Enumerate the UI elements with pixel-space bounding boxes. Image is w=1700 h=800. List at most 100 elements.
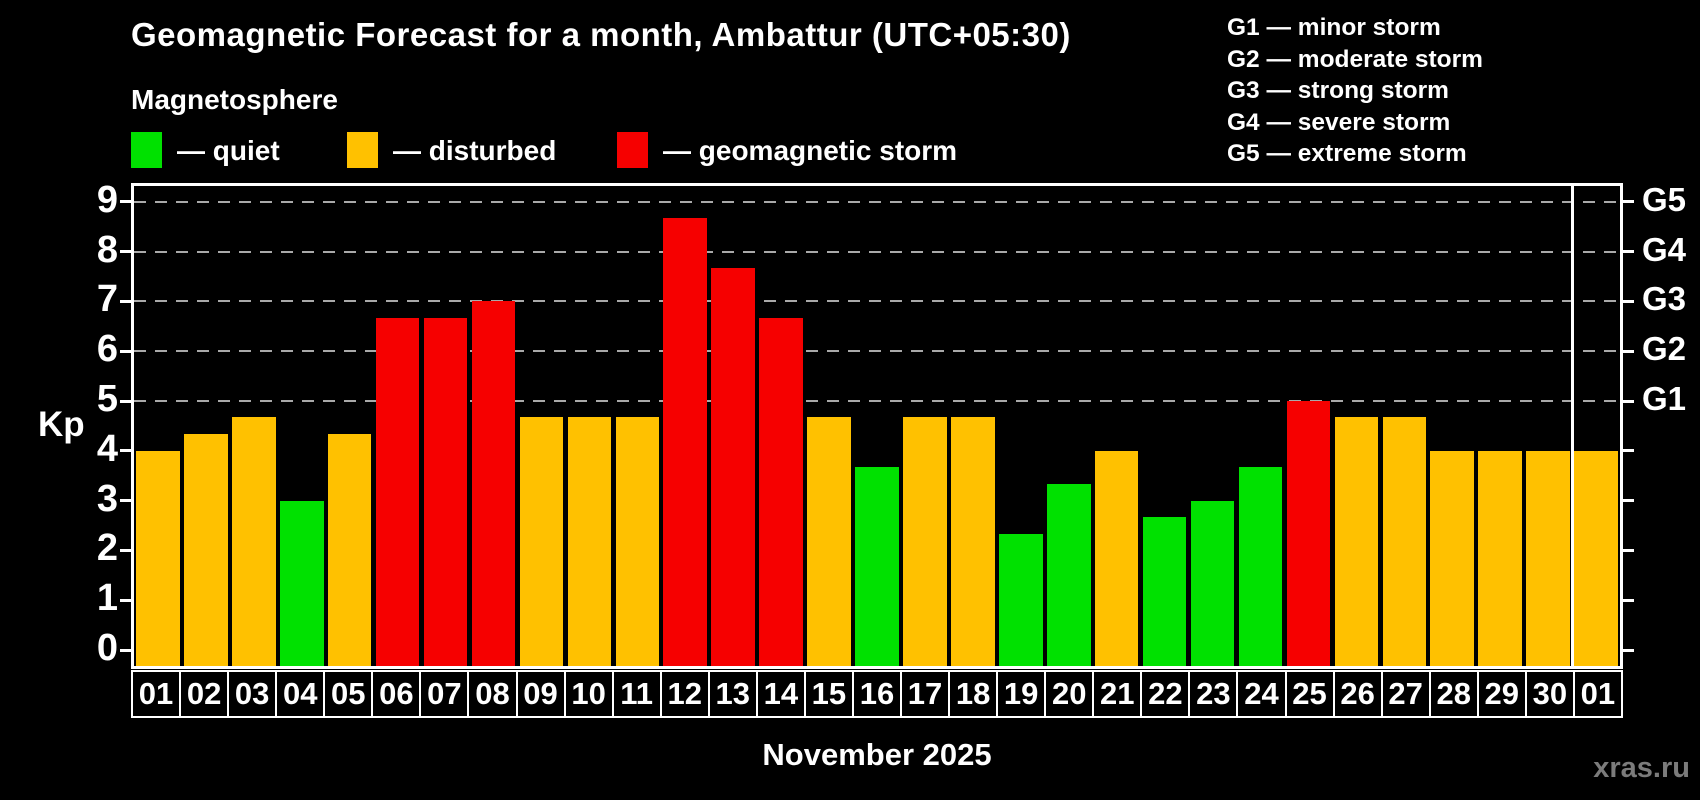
x-axis-date-row: 01 02 03 04 05 06 07 08 09 10 11 12 13 14 15 16 17 18 19 20…	[131, 670, 1623, 718]
kp-bar-day-24	[1238, 467, 1283, 666]
storm-scale-g4: G4 — severe storm	[1227, 108, 1451, 136]
date-cell-01: 01	[133, 672, 182, 716]
date-cell-16: 16	[853, 672, 902, 716]
storm-color-swatch	[617, 132, 648, 168]
kp-bar-day-10	[567, 417, 612, 666]
kp-bar-day-22	[1142, 517, 1187, 666]
kp-bar-day-09	[519, 417, 564, 666]
kp-bar-day-05	[327, 434, 372, 666]
date-cell-24: 24	[1238, 672, 1287, 716]
y-tick-label-9: 9	[96, 178, 118, 221]
y-tick-label-1: 1	[96, 577, 118, 620]
right-axis-label-g5: G5	[1642, 180, 1687, 218]
chart-subtitle: Magnetosphere	[131, 84, 338, 115]
legend-label-disturbed: — disturbed	[393, 135, 557, 166]
kp-bar-day-12	[663, 218, 708, 666]
storm-scale-g1: G1 — minor storm	[1227, 14, 1441, 41]
kp-bar-day-01	[1574, 450, 1618, 666]
y-tick-left-3	[120, 499, 131, 503]
date-cell-01: 01	[1574, 672, 1621, 716]
y-tick-right-9	[1623, 200, 1634, 204]
legend-label-quiet: — quiet	[177, 135, 280, 166]
date-cell-23: 23	[1190, 672, 1239, 716]
y-tick-right-6	[1623, 349, 1634, 353]
date-cell-10: 10	[565, 672, 614, 716]
y-tick-right-2	[1623, 548, 1634, 552]
kp-bar-day-30	[1526, 450, 1570, 666]
kp-bar-day-08	[471, 301, 516, 666]
date-cell-11: 11	[613, 672, 662, 716]
kp-bar-day-29	[1478, 450, 1522, 666]
gridline-g5	[134, 200, 1620, 203]
gridline-g2	[134, 350, 1620, 353]
storm-scale-legend: G1 — minor storm G2 — moderate storm G3 …	[1227, 12, 1483, 170]
y-tick-left-5	[120, 399, 131, 403]
kp-bar-day-28	[1430, 450, 1474, 666]
right-axis-label-g3: G3	[1642, 280, 1687, 318]
kp-bar-day-15	[807, 417, 851, 666]
kp-bar-day-04	[280, 500, 324, 666]
right-axis-label-g1: G1	[1642, 380, 1687, 417]
kp-bar-day-13	[711, 268, 755, 666]
storm-scale-g2: G2 — moderate storm	[1227, 45, 1483, 73]
storm-scale-g3: G3 — strong storm	[1227, 77, 1449, 105]
kp-bar-day-27	[1382, 417, 1427, 666]
kp-bar-day-14	[759, 317, 803, 666]
kp-bar-day-01	[136, 450, 180, 666]
y-tick-label-4: 4	[96, 427, 118, 470]
kp-bar-day-11	[615, 417, 660, 666]
y-tick-right-0	[1623, 648, 1634, 652]
kp-bar-day-23	[1190, 500, 1235, 666]
right-axis-label-g2: G2	[1642, 330, 1687, 368]
kp-bar-day-19	[999, 533, 1043, 666]
y-tick-left-7	[120, 299, 131, 303]
date-cell-06: 06	[373, 672, 422, 716]
date-cell-27: 27	[1382, 672, 1431, 716]
watermark: xras.ru	[1593, 752, 1690, 784]
y-tick-left-2	[120, 548, 131, 552]
y-tick-right-7	[1623, 299, 1634, 303]
date-cell-12: 12	[661, 672, 710, 716]
date-cell-21: 21	[1094, 672, 1143, 716]
y-tick-left-9	[120, 200, 131, 204]
kp-bar-day-17	[903, 417, 947, 666]
date-cell-19: 19	[998, 672, 1047, 716]
kp-bar-day-26	[1334, 417, 1379, 666]
y-tick-label-6: 6	[96, 328, 118, 371]
kp-bar-day-07	[423, 317, 468, 666]
date-cell-09: 09	[517, 672, 566, 716]
date-cell-22: 22	[1142, 672, 1191, 716]
date-cell-20: 20	[1046, 672, 1095, 716]
x-axis-month-label: November 2025	[762, 737, 992, 772]
gridline-g1	[134, 400, 1620, 402]
date-cell-18: 18	[950, 672, 999, 716]
date-cell-15: 15	[805, 672, 854, 716]
y-tick-left-1	[120, 598, 131, 602]
y-tick-left-0	[120, 648, 131, 652]
chart-title: Geomagnetic Forecast for a month, Ambatt…	[131, 16, 1071, 53]
date-cell-28: 28	[1430, 672, 1479, 716]
date-cell-26: 26	[1334, 672, 1383, 716]
kp-bar-day-03	[232, 417, 276, 666]
y-tick-label-7: 7	[96, 278, 118, 321]
disturbed-color-swatch	[347, 132, 378, 168]
y-tick-left-8	[120, 250, 131, 254]
kp-bar-day-21	[1094, 450, 1139, 666]
kp-bar-day-06	[375, 317, 420, 666]
storm-scale-g5: G5 — extreme storm	[1227, 140, 1467, 168]
y-tick-right-5	[1623, 399, 1634, 403]
y-tick-right-3	[1623, 499, 1634, 503]
y-tick-right-4	[1623, 449, 1634, 453]
date-cell-30: 30	[1526, 672, 1575, 716]
y-tick-left-4	[120, 449, 131, 453]
date-cell-04: 04	[277, 672, 326, 716]
y-tick-label-8: 8	[96, 228, 118, 271]
date-cell-05: 05	[325, 672, 374, 716]
plot-area	[131, 183, 1623, 669]
date-cell-13: 13	[709, 672, 758, 716]
kp-bar-day-02	[184, 434, 228, 666]
date-cell-03: 03	[229, 672, 278, 716]
gridline-g3	[134, 300, 1620, 303]
right-axis-label-g4: G4	[1642, 230, 1687, 268]
kp-bar-day-18	[951, 417, 995, 666]
